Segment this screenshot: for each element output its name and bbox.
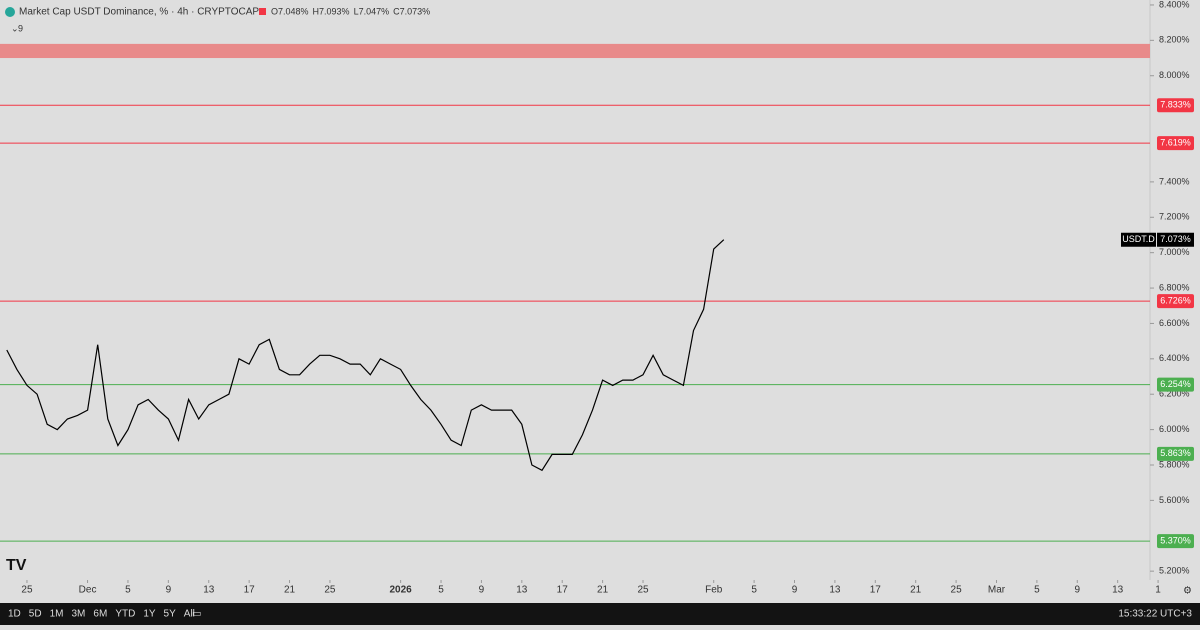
x-tick-label: 25	[951, 585, 963, 596]
date-range-icon[interactable]: ▭	[192, 609, 201, 620]
bottom-toolbar	[0, 603, 1200, 625]
y-tick-label: 6.200%	[1159, 389, 1190, 399]
x-tick-label: 9	[1075, 585, 1081, 596]
period-button[interactable]: 1D	[8, 609, 21, 620]
period-button[interactable]: 3M	[72, 609, 86, 620]
x-tick-label: 21	[284, 585, 296, 596]
x-tick-label: 17	[557, 585, 569, 596]
x-tick-label: 25	[324, 585, 336, 596]
period-button[interactable]: YTD	[115, 609, 135, 620]
y-tick-label: 5.600%	[1159, 495, 1190, 505]
level-price-tag	[1157, 136, 1194, 151]
ohlc-value: L7.047%	[354, 6, 390, 16]
x-tick-label: Mar	[988, 585, 1006, 596]
x-tick-label: 5	[751, 585, 757, 596]
level-price-label: 5.863%	[1160, 448, 1191, 458]
x-tick-label: 13	[203, 585, 215, 596]
period-button[interactable]: 1Y	[143, 609, 156, 620]
period-button[interactable]: 5D	[29, 609, 42, 620]
last-price-label: 7.073%	[1160, 234, 1191, 244]
price-line	[6, 239, 725, 472]
y-tick-label: 8.200%	[1159, 35, 1190, 45]
period-button[interactable]: 1M	[50, 609, 64, 620]
logo: TV	[6, 557, 27, 574]
symbol-tag	[1121, 232, 1156, 247]
ohlc-flag	[259, 8, 266, 15]
x-tick-label: 13	[829, 585, 841, 596]
x-tick-label: 1	[1155, 585, 1161, 596]
x-tick-label: 21	[910, 585, 922, 596]
x-tick-label: 5	[125, 585, 131, 596]
period-button[interactable]: 5Y	[164, 609, 177, 620]
symbol-name: USDT.D	[1122, 234, 1155, 244]
level-price-tag	[1157, 446, 1194, 461]
level-price-tag	[1157, 534, 1194, 549]
y-tick-label: 7.000%	[1159, 247, 1190, 257]
y-tick-label: 6.600%	[1159, 318, 1190, 328]
x-tick-label: Dec	[79, 585, 97, 596]
x-tick-label: 9	[166, 585, 172, 596]
y-tick-label: 7.400%	[1159, 176, 1190, 186]
y-tick-label: 8.000%	[1159, 70, 1190, 80]
y-tick-label: 5.200%	[1159, 566, 1190, 576]
x-tick-label: 2026	[390, 585, 413, 596]
level-price-label: 7.833%	[1160, 100, 1191, 110]
x-tick-label: 21	[597, 585, 609, 596]
x-tick-label: 5	[438, 585, 444, 596]
y-tick-label: 6.800%	[1159, 282, 1190, 292]
last-price-tag	[1157, 232, 1194, 247]
level-price-tag	[1157, 294, 1194, 309]
level-price-label: 5.370%	[1160, 535, 1191, 545]
y-tick-label: 7.200%	[1159, 212, 1190, 222]
y-tick-label: 6.000%	[1159, 424, 1190, 434]
y-tick-label: 8.400%	[1159, 0, 1190, 9]
level-price-tag	[1157, 377, 1194, 392]
level-price-label: 6.726%	[1160, 296, 1191, 306]
indicator-toggle[interactable]: ⌄	[11, 23, 19, 33]
y-tick-label: 5.800%	[1159, 459, 1190, 469]
x-tick-label: 17	[870, 585, 882, 596]
ohlc-value: C7.073%	[393, 6, 430, 16]
x-tick-label: 25	[21, 585, 33, 596]
y-tick-label: 6.400%	[1159, 353, 1190, 363]
symbol-icon	[5, 7, 15, 17]
period-button[interactable]: 6M	[93, 609, 107, 620]
x-tick-label: 13	[1112, 585, 1124, 596]
level-price-label: 6.254%	[1160, 379, 1191, 389]
settings-icon[interactable]: ⚙	[1183, 586, 1192, 597]
ohlc-value: O7.048%	[271, 6, 309, 16]
level-price-tag	[1157, 98, 1194, 113]
x-tick-label: 25	[637, 585, 649, 596]
clock: 15:33:22 UTC+3	[1118, 609, 1192, 620]
x-tick-label: 9	[792, 585, 798, 596]
x-tick-label: 17	[244, 585, 256, 596]
x-tick-label: 5	[1034, 585, 1040, 596]
ohlc-value: H7.093%	[313, 6, 350, 16]
period-button[interactable]: All	[184, 609, 195, 620]
x-tick-label: Feb	[705, 585, 723, 596]
level-price-label: 7.619%	[1160, 138, 1191, 148]
indicator-count[interactable]: 9	[18, 23, 23, 33]
chart-title: Market Cap USDT Dominance, % · 4h · CRYP…	[19, 7, 259, 18]
resistance-zone	[0, 43, 1150, 59]
x-tick-label: 9	[479, 585, 485, 596]
x-tick-label: 13	[516, 585, 528, 596]
